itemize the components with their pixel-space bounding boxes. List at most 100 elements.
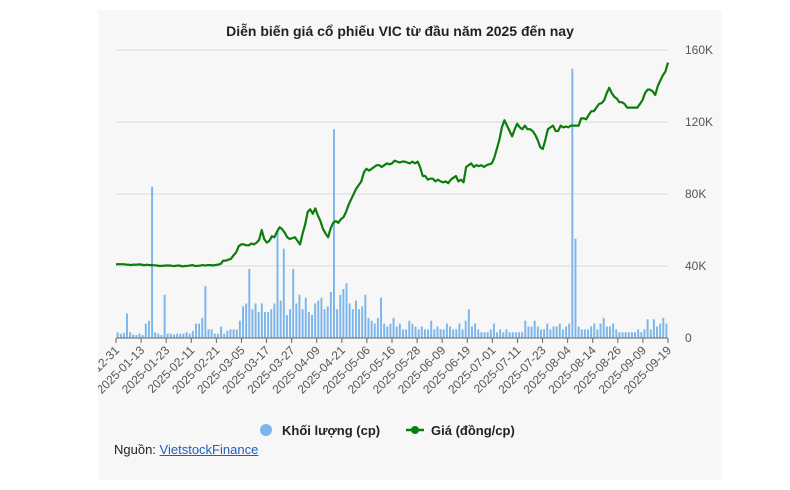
volume-bar [207,329,210,338]
volume-bar [540,329,542,338]
volume-bar [637,329,640,338]
volume-bar [216,333,219,338]
volume-bar [292,268,295,338]
legend-volume-label: Khối lượng (cp) [282,423,380,438]
chart: Diễn biến giá cổ phiếu VIC từ đầu năm 20… [98,23,713,438]
source-note: Nguồn: VietstockFinance [114,442,258,457]
volume-bar [474,323,477,338]
volume-bar [223,333,226,338]
volume-bar [499,329,502,338]
volume-bar [524,320,527,338]
volume-bar [408,320,411,338]
volume-bar [154,332,157,338]
legend: Khối lượng (cp) Giá (đồng/cp) [260,423,515,438]
volume-bar [176,333,179,338]
volume-bar [364,294,367,338]
volume-bar [505,329,508,338]
volume-bar [141,335,144,338]
volume-bar [195,323,197,338]
volume-bar [471,326,473,338]
volume-bar [558,323,561,338]
volume-bar [279,300,282,338]
chart-panel: Diễn biến giá cổ phiếu VIC từ đầu năm 20… [98,10,722,480]
volume-bar [185,332,188,338]
volume-bar [634,332,637,338]
volume-bar [267,312,270,338]
volume-bar [561,329,564,338]
volume-bar [530,326,533,338]
volume-bar [492,323,495,338]
right-tick-label: 0 [685,331,692,345]
volume-bar [373,323,376,338]
volume-bar [226,330,229,338]
volume-bar [248,268,251,338]
source-link[interactable]: VietstockFinance [159,442,259,457]
volume-bar [147,320,150,338]
volume-bar [489,329,492,338]
volume-bar [213,333,216,338]
volume-bar [188,333,191,338]
legend-item-volume[interactable]: Khối lượng (cp) [260,423,380,438]
volume-bar [380,297,382,338]
volume-bar [116,332,119,338]
volume-bar [574,238,577,338]
volume-bar [427,329,430,338]
volume-bar [439,329,442,338]
volume-bar [307,312,310,338]
volume-bar [157,333,160,338]
volume-bar [383,323,386,338]
legend-price-marker [411,426,419,434]
volume-bar [329,291,332,338]
volume-bar [320,297,323,338]
volume-bar [630,332,633,338]
volume-bar [455,329,458,338]
volume-bar [191,330,194,338]
volume-bar [536,326,539,338]
volume-bar [612,323,615,338]
volume-bar [333,129,335,338]
volume-bar [138,333,141,338]
volume-bar [326,306,329,338]
volume-bar [411,323,414,338]
right-axis: 0 40K 80K 120K 160K [685,43,713,345]
volume-bar [386,326,389,338]
volume-bar [605,326,608,338]
volume-bar [467,309,470,338]
volume-bar [395,326,398,338]
volume-bar [405,329,408,338]
legend-item-price[interactable]: Giá (đồng/cp) [406,423,515,438]
volume-bar [198,323,201,338]
volume-bar [232,329,235,338]
volume-bar [298,294,301,338]
volume-bar [565,326,568,338]
volume-bar [342,289,345,338]
volume-bar [169,333,172,338]
legend-price-label: Giá (đồng/cp) [431,423,515,438]
volume-bar [436,326,439,338]
volume-bar [583,329,586,338]
right-tick-label: 80K [685,187,706,201]
volume-bar [260,303,263,338]
volume-bar [339,294,342,338]
volume-bar [423,329,426,338]
volume-bar [511,332,514,338]
volume-bar [257,312,260,338]
volume-bar [665,323,668,338]
volume-bar [235,329,238,338]
volume-bar [210,329,213,338]
volume-bar [599,323,602,338]
volume-bar [201,317,204,338]
volume-bar [417,329,420,338]
volume-bar [656,326,658,338]
volume-bar [163,294,166,338]
grid [116,49,668,267]
volume-bar [596,329,599,338]
volume-bar [486,332,489,338]
volume-bar [624,332,627,338]
source-label: Nguồn: [114,442,156,457]
volume-bar [533,320,536,338]
volume-bar [646,319,649,338]
volume-bar [593,323,596,338]
volume-bar [659,323,662,338]
volume-bar [461,329,464,338]
